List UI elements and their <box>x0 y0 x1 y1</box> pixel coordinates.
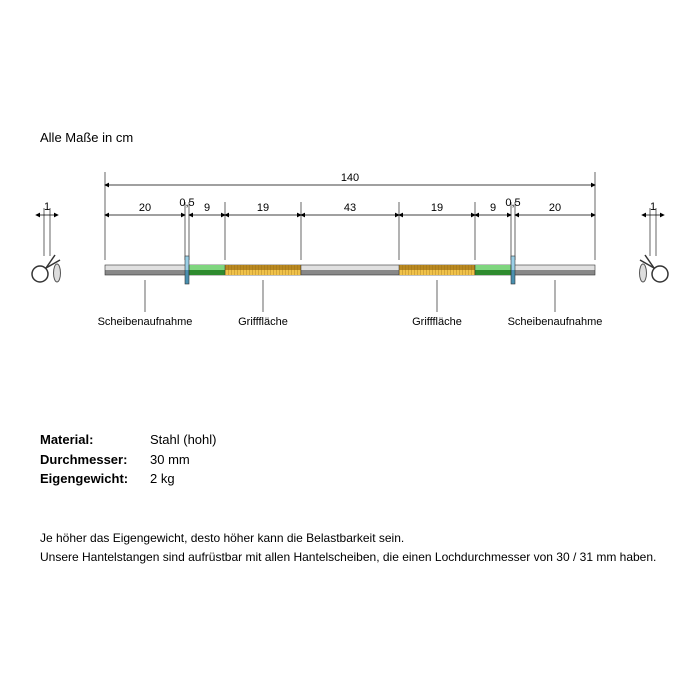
spec-key: Material: <box>40 430 150 450</box>
spec-val: 30 mm <box>150 450 190 470</box>
spec-val: 2 kg <box>150 469 175 489</box>
footnotes: Je höher das Eigengewicht, desto höher k… <box>40 530 660 568</box>
note-line: Je höher das Eigengewicht, desto höher k… <box>40 530 660 547</box>
spec-key: Eigengewicht: <box>40 469 150 489</box>
svg-text:9: 9 <box>490 202 496 214</box>
section-labels: Scheibenaufnahme Grifffläche Grifffläche… <box>98 280 603 328</box>
spring-clip-left <box>32 255 61 282</box>
spec-row: Durchmesser: 30 mm <box>40 450 216 470</box>
svg-text:Grifffläche: Grifffläche <box>238 316 288 328</box>
note-line: Unsere Hantelstangen sind aufrüstbar mit… <box>40 549 660 566</box>
units-note: Alle Maße in cm <box>40 130 133 145</box>
dim-clip-right: 1 <box>642 201 664 256</box>
spec-table: Material: Stahl (hohl) Durchmesser: 30 m… <box>40 430 216 489</box>
spec-row: Material: Stahl (hohl) <box>40 430 216 450</box>
svg-text:9: 9 <box>204 202 210 214</box>
svg-text:1: 1 <box>650 201 656 213</box>
svg-text:43: 43 <box>344 202 356 214</box>
barbell-bar <box>105 256 595 284</box>
diagram-svg: 140 20 0,5 9 19 43 19 9 0,5 <box>0 160 700 360</box>
dim-segments: 20 0,5 9 19 43 19 9 0,5 20 <box>105 197 595 260</box>
spec-key: Durchmesser: <box>40 450 150 470</box>
spring-clip-right <box>640 255 669 282</box>
svg-text:Scheibenaufnahme: Scheibenaufnahme <box>98 316 193 328</box>
svg-text:Grifffläche: Grifffläche <box>412 316 462 328</box>
dim-total: 140 <box>105 172 595 260</box>
dim-clip-left: 1 <box>36 201 58 256</box>
spec-row: Eigengewicht: 2 kg <box>40 469 216 489</box>
barbell-diagram: 140 20 0,5 9 19 43 19 9 0,5 <box>0 160 700 360</box>
svg-text:20: 20 <box>139 202 151 214</box>
svg-text:1: 1 <box>44 201 50 213</box>
svg-text:19: 19 <box>431 202 443 214</box>
svg-text:140: 140 <box>341 172 359 184</box>
svg-text:Scheibenaufnahme: Scheibenaufnahme <box>508 316 603 328</box>
spec-val: Stahl (hohl) <box>150 430 216 450</box>
svg-text:0,5: 0,5 <box>179 197 194 209</box>
svg-text:0,5: 0,5 <box>505 197 520 209</box>
svg-text:20: 20 <box>549 202 561 214</box>
svg-text:19: 19 <box>257 202 269 214</box>
